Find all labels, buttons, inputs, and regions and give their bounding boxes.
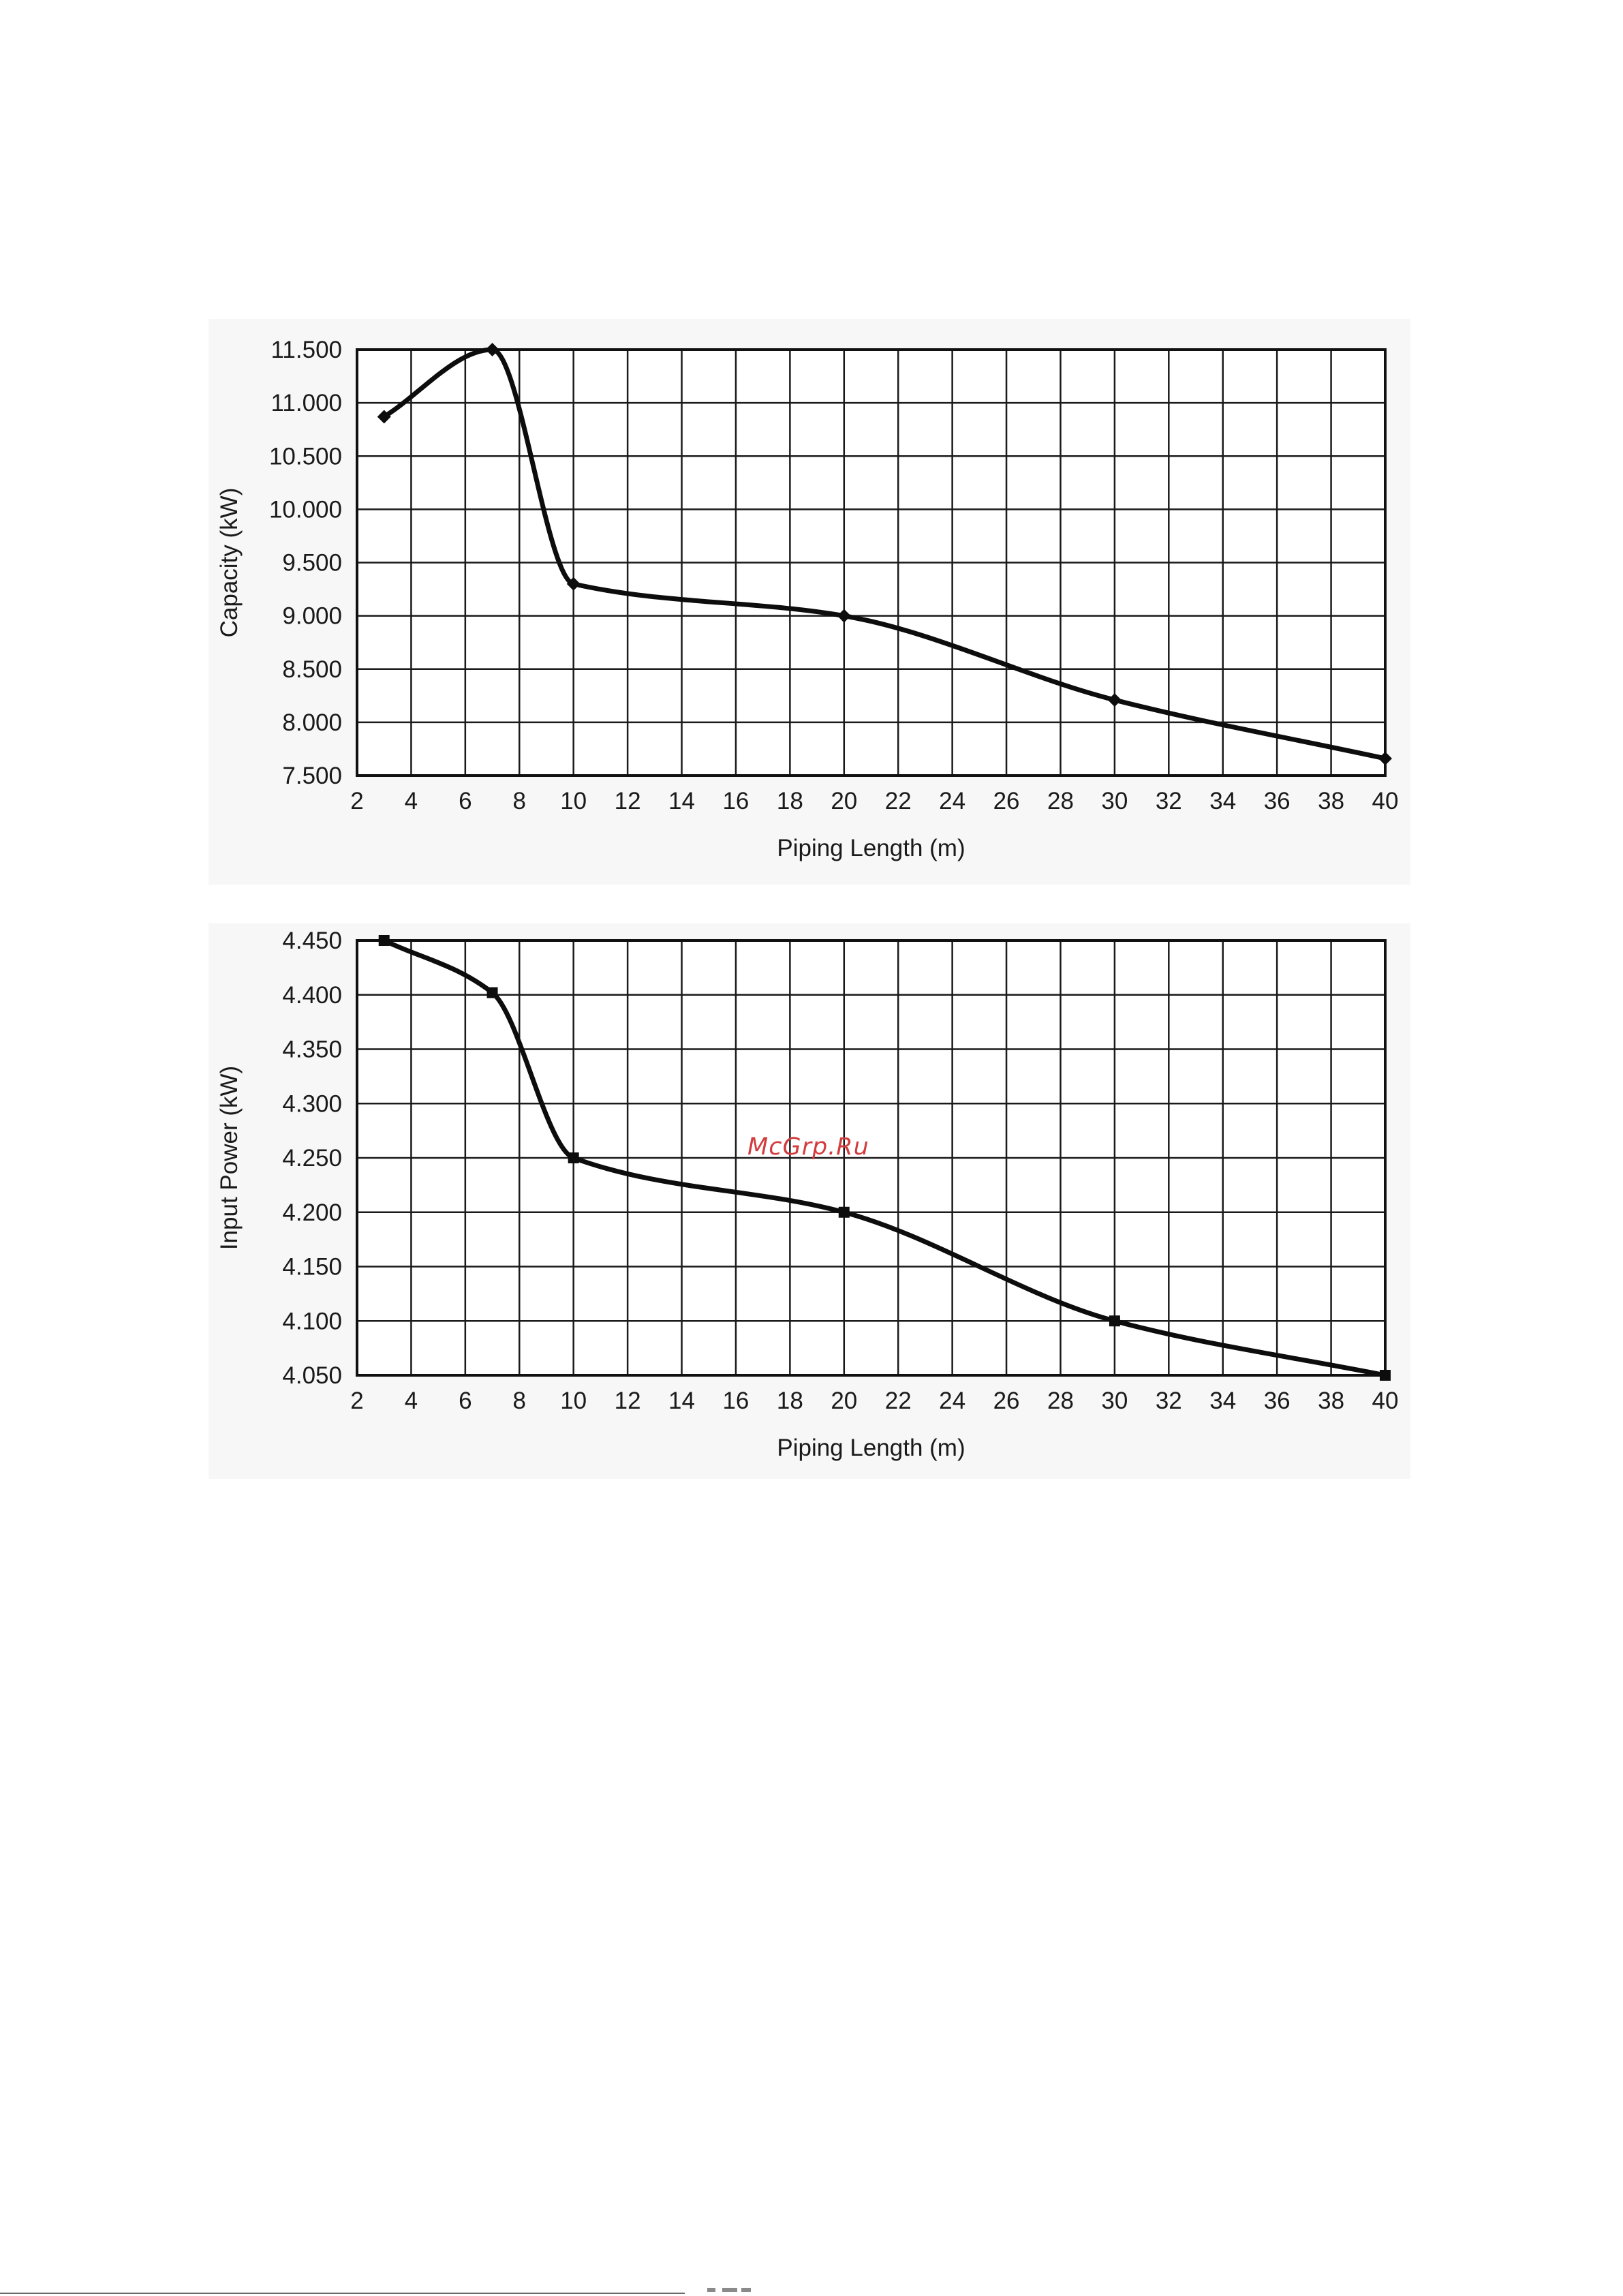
capacity-y-tick-label: 10.500 bbox=[269, 443, 342, 470]
power-y-axis-label: Input Power (kW) bbox=[216, 1066, 243, 1250]
capacity-y-tick-label: 8.500 bbox=[282, 656, 342, 683]
power-x-tick-label: 18 bbox=[777, 1388, 803, 1414]
power-x-tick-label: 38 bbox=[1318, 1388, 1344, 1414]
capacity-x-tick-label: 18 bbox=[777, 788, 803, 814]
capacity-chart-panel: 2 4 6 8 10 12 14 16 18 20 22 24 26 28 30 32 34 36 38 40 7.50… bbox=[208, 319, 1410, 885]
capacity-data-point bbox=[566, 577, 581, 591]
power-x-tick-label: 6 bbox=[459, 1388, 472, 1414]
capacity-chart: 2 4 6 8 10 12 14 16 18 20 22 24 26 28 30 32 34 36 38 407.50… bbox=[216, 337, 1399, 861]
capacity-x-tick-label: 14 bbox=[668, 788, 695, 814]
power-plot-frame bbox=[356, 939, 1387, 1377]
capacity-data-point bbox=[1378, 752, 1392, 765]
input-power-chart: 2 4 6 8 10 12 14 16 18 20 22 24 26 28 30 32 34 36 38 404.05… bbox=[216, 928, 1399, 1461]
power-x-tick-label: 22 bbox=[885, 1388, 912, 1414]
capacity-data-point bbox=[377, 410, 391, 424]
capacity-x-tick-label: 10 bbox=[560, 788, 587, 814]
power-x-tick-label: 40 bbox=[1372, 1388, 1399, 1414]
capacity-y-tick-label: 9.000 bbox=[282, 603, 342, 630]
power-y-tick-label: 4.450 bbox=[282, 928, 342, 954]
capacity-x-tick-label: 38 bbox=[1318, 788, 1344, 814]
capacity-x-tick-label: 12 bbox=[615, 788, 641, 814]
capacity-y-tick-label: 7.500 bbox=[282, 763, 342, 789]
capacity-x-tick-label: 22 bbox=[885, 788, 912, 814]
capacity-x-tick-label: 32 bbox=[1156, 788, 1182, 814]
power-data-point bbox=[838, 1206, 850, 1218]
capacity-x-tick-label: 34 bbox=[1209, 788, 1236, 814]
power-y-tick-label: 4.150 bbox=[282, 1254, 342, 1281]
watermark-text: McGrp.Ru bbox=[747, 1133, 869, 1161]
power-x-tick-label: 32 bbox=[1156, 1388, 1182, 1414]
power-x-tick-label: 16 bbox=[722, 1388, 749, 1414]
power-y-tick-label: 4.400 bbox=[282, 982, 342, 1009]
capacity-x-axis-label: Piping Length (m) bbox=[777, 835, 965, 861]
capacity-x-tick-label: 40 bbox=[1372, 788, 1399, 814]
capacity-y-tick-label: 11.000 bbox=[271, 390, 342, 416]
capacity-x-tick-label: 20 bbox=[831, 788, 857, 814]
power-data-point bbox=[486, 987, 498, 998]
power-x-tick-label: 36 bbox=[1264, 1388, 1290, 1414]
capacity-x-tick-label: 30 bbox=[1101, 788, 1128, 814]
power-x-tick-label: 2 bbox=[350, 1388, 363, 1414]
capacity-x-tick-label: 36 bbox=[1264, 788, 1290, 814]
power-x-axis-label: Piping Length (m) bbox=[777, 1435, 965, 1461]
power-y-tick-label: 4.200 bbox=[282, 1199, 342, 1226]
power-y-tick-label: 4.100 bbox=[282, 1308, 342, 1334]
capacity-y-tick-label: 10.000 bbox=[269, 496, 342, 523]
power-x-tick-label: 34 bbox=[1209, 1388, 1236, 1414]
power-x-tick-label: 28 bbox=[1047, 1388, 1074, 1414]
power-data-point bbox=[568, 1152, 579, 1163]
power-y-tick-label: 4.050 bbox=[282, 1362, 342, 1389]
input-power-chart-panel: 2 4 6 8 10 12 14 16 18 20 22 24 26 28 30 32 34 36 38 40 4.05… bbox=[208, 923, 1410, 1479]
power-x-tick-label: 26 bbox=[993, 1388, 1020, 1414]
capacity-x-tick-label: 6 bbox=[459, 788, 472, 814]
capacity-plot-frame bbox=[356, 348, 1387, 777]
power-x-tick-label: 4 bbox=[405, 1388, 418, 1414]
power-x-tick-label: 12 bbox=[615, 1388, 641, 1414]
capacity-x-tick-label: 16 bbox=[722, 788, 749, 814]
capacity-x-tick-label: 28 bbox=[1047, 788, 1074, 814]
capacity-x-tick-label: 8 bbox=[513, 788, 526, 814]
capacity-data-point bbox=[837, 609, 851, 623]
power-x-tick-label: 20 bbox=[831, 1388, 857, 1414]
capacity-y-tick-label: 9.500 bbox=[282, 550, 342, 577]
power-x-tick-label: 24 bbox=[939, 1388, 965, 1414]
capacity-y-tick-label: 8.000 bbox=[282, 709, 342, 736]
power-data-point bbox=[378, 935, 390, 946]
power-data-point bbox=[1109, 1315, 1120, 1327]
capacity-data-point bbox=[485, 343, 499, 356]
capacity-y-tick-label: 11.500 bbox=[271, 337, 342, 363]
power-x-tick-label: 30 bbox=[1101, 1388, 1128, 1414]
footer-rule bbox=[0, 2293, 685, 2294]
capacity-x-tick-label: 24 bbox=[939, 788, 965, 814]
power-x-tick-label: 8 bbox=[513, 1388, 526, 1414]
capacity-y-axis-label: Capacity (kW) bbox=[216, 488, 243, 638]
capacity-data-point bbox=[1107, 693, 1122, 707]
power-data-point bbox=[1380, 1370, 1391, 1381]
power-x-tick-label: 14 bbox=[668, 1388, 695, 1414]
capacity-x-tick-label: 26 bbox=[993, 788, 1020, 814]
capacity-x-tick-label: 2 bbox=[350, 788, 363, 814]
capacity-x-tick-label: 4 bbox=[405, 788, 418, 814]
power-y-tick-label: 4.250 bbox=[282, 1145, 342, 1172]
power-y-tick-label: 4.350 bbox=[282, 1037, 342, 1063]
power-y-tick-label: 4.300 bbox=[282, 1090, 342, 1117]
footer-marks bbox=[707, 2288, 751, 2292]
power-x-tick-label: 10 bbox=[560, 1388, 587, 1414]
